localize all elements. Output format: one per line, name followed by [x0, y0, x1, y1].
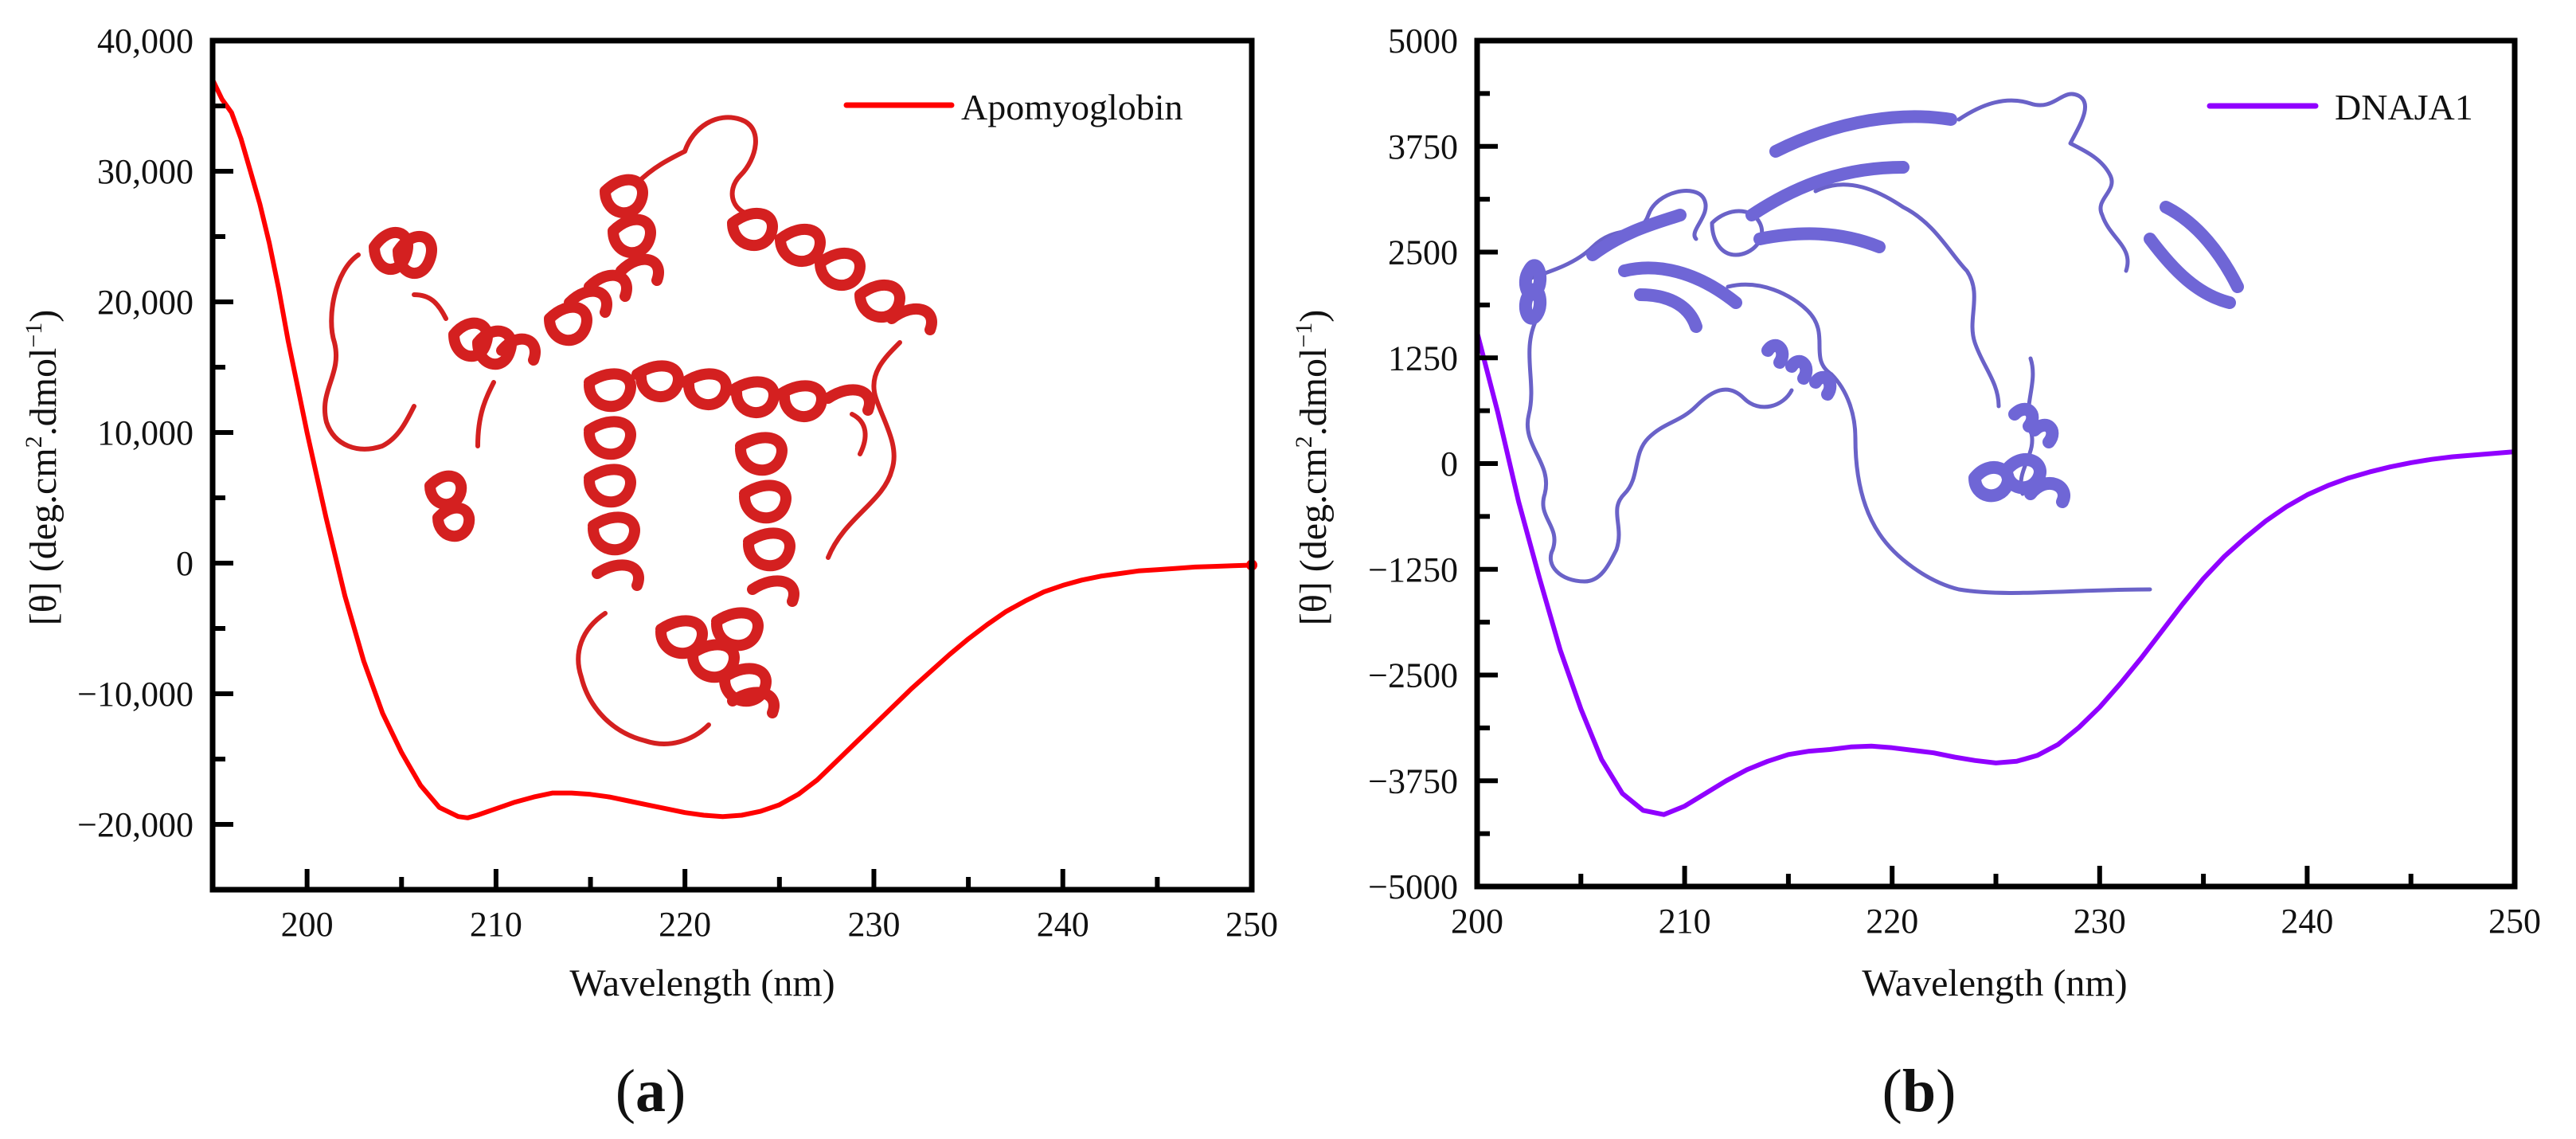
y-tick-label: 5000 [1388, 22, 1458, 61]
panel-label-a: (a) [616, 1058, 686, 1125]
panel-a-chart: Apomyoglobin 200 210 220 230 240 250 −20,000 −1… [21, 22, 1278, 1125]
legend-dnaja1: DNAJA1 [2207, 87, 2473, 127]
legend-label: Apomyoglobin [961, 87, 1183, 127]
x-tick-label: 200 [1451, 902, 1503, 941]
x-tick-label: 230 [847, 905, 900, 944]
y-axis-title-a: [θ] (deg.cm2.dmol−1) [21, 310, 64, 625]
y-tick-label: 2500 [1388, 233, 1458, 272]
y-tick-label: 20,000 [97, 283, 193, 322]
dnaja1-structure-image [1519, 92, 2244, 595]
x-tick-label: 230 [2074, 902, 2126, 941]
x-axis-title-a: Wavelength (nm) [569, 962, 835, 1004]
x-tick-label: 220 [1866, 902, 1918, 941]
y-tick-label: −3750 [1368, 761, 1458, 800]
apomyoglobin-structure-image [322, 115, 937, 746]
y-tick-label: −1250 [1368, 550, 1458, 589]
y-tick-label: 0 [1440, 444, 1458, 483]
x-tick-label: 240 [2281, 902, 2333, 941]
axis-ticks-a: 200 210 220 230 240 250 −20,000 −10,000 0 10,000 2… [77, 22, 1278, 944]
x-tick-label: 210 [1659, 902, 1711, 941]
y-tick-label: 3750 [1388, 127, 1458, 166]
panel-b-chart: DNAJA1 200 210 220 230 240 250 −5000 −3750 −2500… [1291, 22, 2541, 1125]
legend-label: DNAJA1 [2335, 87, 2473, 127]
legend-apomyoglobin: Apomyoglobin [843, 87, 1183, 127]
y-tick-label: −20,000 [77, 805, 193, 844]
y-tick-label: 0 [176, 544, 193, 583]
y-tick-label: 40,000 [97, 22, 193, 61]
x-tick-label: 250 [1225, 905, 1278, 944]
x-tick-label: 200 [281, 905, 334, 944]
y-tick-label: −2500 [1368, 656, 1458, 695]
x-tick-label: 250 [2488, 902, 2541, 941]
panel-label-b: (b) [1882, 1058, 1956, 1125]
y-tick-label: 1250 [1388, 339, 1458, 378]
axis-ticks-b: 200 210 220 230 240 250 −5000 −3750 −2500 −1250 0 1… [1368, 22, 2541, 941]
y-tick-label: 30,000 [97, 152, 193, 191]
plot-frame-a [209, 37, 1255, 893]
dnaja1-cd-line [1475, 330, 2517, 817]
apomyoglobin-cd-line [210, 77, 1254, 820]
x-tick-label: 240 [1037, 905, 1089, 944]
x-tick-label: 210 [470, 905, 522, 944]
x-axis-title-b: Wavelength (nm) [1862, 962, 2127, 1004]
y-tick-label: −10,000 [77, 675, 193, 714]
y-tick-label: 10,000 [97, 413, 193, 452]
x-tick-label: 220 [659, 905, 711, 944]
y-tick-label: −5000 [1368, 867, 1458, 906]
y-axis-title-b: [θ] (deg.cm2.dmol−1) [1291, 310, 1335, 625]
